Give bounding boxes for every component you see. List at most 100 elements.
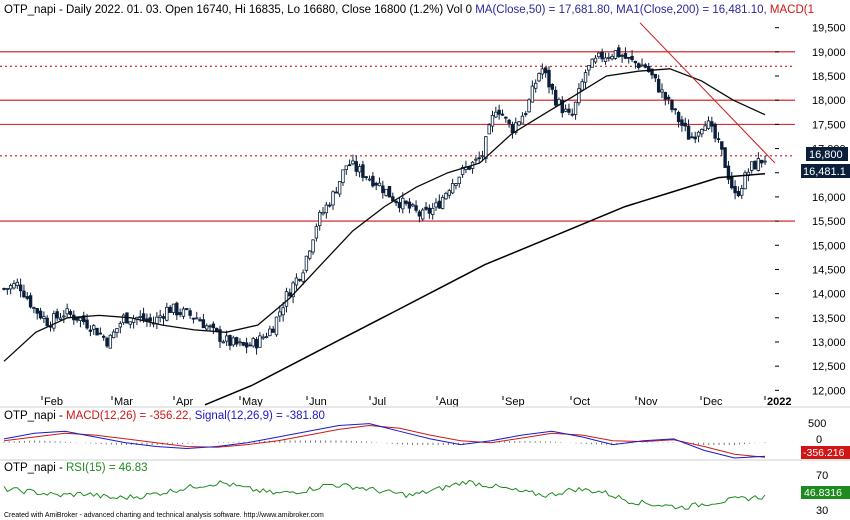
price-tick-label: 15,000 [812,240,846,252]
candle-body [381,185,385,194]
price-tick-label: 18,000 [812,95,846,107]
month-label: May [242,396,263,408]
main-header: OTP_napi - Daily 2022. 01. 03. Open 1674… [4,4,814,16]
candle-body [2,288,6,290]
candle-body [168,306,172,313]
candle-body [214,327,219,332]
candle-body [148,317,152,322]
candle-body [52,313,56,329]
candle-body [327,204,332,207]
candle-body [490,114,495,127]
candle-body [141,313,146,321]
candle-body [690,136,694,139]
candle-body [115,328,119,333]
candle-body [367,178,372,181]
candle-body [676,111,681,123]
candle-body [716,138,721,141]
candle-body [301,272,305,282]
candle-body [274,316,279,336]
candle-body [693,136,697,140]
candle-body [361,164,365,178]
candle-body [111,331,116,339]
candle-body [294,277,299,286]
candle-body [421,209,425,220]
candle-body [185,308,189,310]
candle-body [311,239,315,253]
candle-body [723,147,727,168]
ma-badge-text: 16,481.1 [803,166,846,178]
candle-body [477,157,481,160]
month-label: Feb [44,396,63,408]
candle-body [304,255,309,271]
candle-body [341,169,345,183]
candle-body [623,53,628,59]
candle-body [743,172,747,190]
candle-body [198,319,202,322]
candle-body [440,196,445,209]
candle-body [706,120,711,129]
candle-body [178,312,182,315]
candle-body [374,182,378,186]
price-tick-label: 13,500 [812,313,846,325]
candle-body [750,161,754,171]
candle-body [630,55,634,61]
candle-body [430,208,435,215]
candle-body [401,197,405,210]
candle-body [447,190,452,196]
candle-body [597,52,601,58]
candle-body [45,317,49,327]
candle-body [411,204,415,207]
candle-body [181,308,186,317]
candle-body [208,325,212,328]
month-label: Nov [638,396,658,408]
last-price-badge: 16,800 [806,147,848,161]
candle-body [730,176,734,189]
candle-body [404,200,408,204]
month-label: Apr [176,396,193,408]
candle-body [414,205,418,211]
candle-body [573,101,578,115]
candle-body [98,332,103,335]
macd-panel: OTP_napi - MACD(12,26) = -356.22, Signal… [3,410,850,459]
candle-body [35,308,39,314]
candle-body [427,207,432,214]
candle-body [560,100,564,114]
candle-body [646,66,651,73]
candle-body [331,191,335,206]
candle-body [108,334,113,349]
candle-body [128,321,132,325]
month-label: Mar [114,396,133,408]
candle-body [500,113,505,116]
macd-line [3,423,766,459]
candle-body [710,121,714,127]
candle-body [514,122,518,133]
candle-body [334,191,339,194]
candle-body [188,310,192,316]
candle-body [8,285,13,290]
candle-body [520,115,525,124]
candle-body [553,89,558,106]
candle-body [460,167,465,175]
month-label: Sep [505,396,525,408]
ma-badge: 16,481.1 [801,164,850,178]
candle-body [324,204,329,214]
candle-body [244,342,249,348]
price-tick-label: 12,500 [812,361,846,373]
price-tick-label: 13,000 [812,337,846,349]
month-label: 2022 [767,396,791,408]
price-panel: 19,50019,00018,50018,00017,50017,00016,5… [0,4,850,408]
candle-body [264,336,269,338]
candle-body [371,175,375,187]
candle-body [660,89,664,93]
candle-body [254,338,259,349]
candle-body [653,73,658,79]
candle-body [570,113,574,116]
candle-body [92,325,96,330]
candle-body [753,160,757,170]
price-tick-label: 18,500 [812,71,846,83]
candle-body [713,123,717,139]
candle-body [656,78,661,93]
candle-body [387,186,392,198]
price-tick-label: 15,500 [812,216,846,228]
candle-body [18,284,23,292]
